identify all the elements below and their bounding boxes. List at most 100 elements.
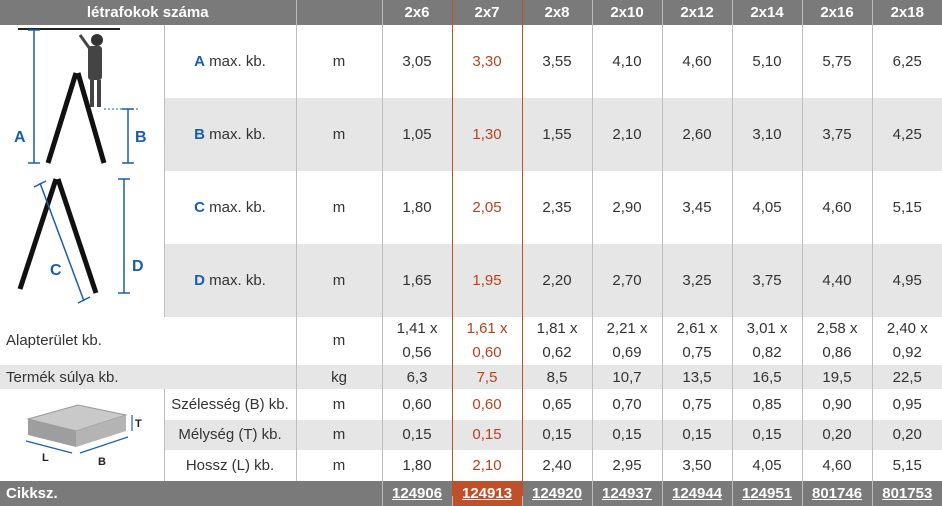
value-cell: 0,15 — [662, 419, 733, 451]
value-cell: 1,55 — [522, 98, 593, 171]
value-cell: 22,5 — [892, 368, 922, 386]
value-cell: 2,10 — [592, 98, 663, 171]
value-cell: 5,15 — [892, 199, 922, 216]
article-code-link[interactable]: 124913 — [452, 481, 523, 506]
letter-t: T — [135, 418, 142, 430]
value-cell: 2,05 — [452, 171, 523, 244]
value-cell: 4,05 — [732, 171, 803, 244]
value-cell: 1,65 — [382, 244, 453, 317]
col-head: 2x14 — [732, 0, 803, 25]
value-cell: 3,30 — [452, 25, 523, 98]
value-cell: 4,25 — [892, 126, 922, 143]
value-cell: 5,75 — [802, 25, 873, 98]
article-code-link[interactable]: 801746 — [802, 481, 873, 506]
value-cell: 8,5 — [522, 365, 593, 389]
value-cell: 0,85 — [732, 389, 803, 420]
value-cell: 2,58 x 0,86 — [802, 317, 873, 365]
letter-l: L — [42, 452, 49, 464]
length-label: Hossz (L) kb. — [164, 450, 297, 481]
value-cell: 0,15 — [382, 419, 453, 451]
value-cell: 0,60 — [452, 389, 523, 420]
unit-cell: m — [296, 317, 383, 365]
value-cell: 6,3 — [382, 365, 453, 389]
unit-cell: m — [296, 244, 383, 317]
value-cell: 0,15 — [732, 419, 803, 451]
value-cell: 1,80 — [382, 450, 453, 481]
width-label: Szélesség (B) kb. — [164, 389, 297, 420]
value-cell: 4,10 — [592, 25, 663, 98]
value-cell: 3,25 — [662, 244, 733, 317]
article-code-link[interactable]: 124937 — [592, 481, 663, 506]
value-cell: 0,15 — [592, 419, 663, 451]
col-head: 2x16 — [802, 0, 873, 25]
value-cell: 2,40 — [522, 450, 593, 481]
ladder-cd-diagram: C D — [0, 171, 165, 317]
col-head: 2x8 — [522, 0, 593, 25]
value-cell: 1,81 x 0,62 — [522, 317, 593, 365]
value-cell: 13,5 — [662, 365, 733, 389]
article-code-link[interactable]: 124906 — [382, 481, 453, 506]
unit-cell: m — [296, 171, 383, 244]
value-cell: 1,05 — [382, 98, 453, 171]
package-box-icon: T L B — [25, 404, 142, 468]
value-cell: 1,95 — [452, 244, 523, 317]
value-cell: 2,60 — [662, 98, 733, 171]
value-cell: 0,60 — [382, 389, 453, 420]
article-code-link[interactable]: 124944 — [662, 481, 733, 506]
value-cell: 4,60 — [802, 450, 873, 481]
value-cell: 16,5 — [732, 365, 803, 389]
ladder-ab-diagram: A B — [0, 25, 165, 171]
value-cell: 3,01 x 0,82 — [732, 317, 803, 365]
footer-row: Cikksz. 124906 124913 124920 124937 1249… — [0, 481, 942, 506]
value-cell: 4,40 — [802, 244, 873, 317]
value-cell: 4,60 — [802, 171, 873, 244]
value-cell: 4,60 — [662, 25, 733, 98]
row-b-label: B max. kb. — [164, 98, 297, 171]
value-cell: 6,25 — [892, 53, 922, 70]
ladder-open-icon: A B — [14, 28, 147, 164]
article-code-link[interactable]: 124951 — [732, 481, 803, 506]
value-cell: 0,90 — [802, 389, 873, 420]
value-cell: 3,10 — [732, 98, 803, 171]
article-code-link[interactable]: 801753 — [872, 481, 942, 506]
letter-a: A — [14, 129, 26, 146]
value-cell: 7,5 — [452, 365, 523, 389]
value-cell: 2,40 x 0,92 — [886, 320, 928, 361]
col-head: 2x7 — [452, 0, 523, 25]
width-row: T L B Szélesség (B) kb. m 0,60 0,60 0,65… — [0, 389, 942, 481]
row-a: A B A max. kb. m 3,05 3,30 3,55 — [0, 25, 942, 171]
value-cell: 1,41 x 0,56 — [382, 317, 453, 365]
footer-label: Cikksz. — [0, 481, 383, 506]
letter-box-b: B — [98, 456, 106, 468]
value-cell: 2,95 — [592, 450, 663, 481]
col-head: 2x18 — [872, 0, 942, 25]
value-cell: 2,20 — [522, 244, 593, 317]
weight-label: Termék súlya kb. — [0, 365, 297, 389]
unit-cell: m — [296, 450, 383, 481]
col-head: 2x6 — [382, 0, 453, 25]
value-cell: 0,65 — [522, 389, 593, 420]
unit-cell: m — [296, 419, 383, 451]
value-cell: 19,5 — [802, 365, 873, 389]
value-cell: 3,45 — [662, 171, 733, 244]
value-cell: 1,80 — [382, 171, 453, 244]
value-cell: 0,20 — [802, 419, 873, 451]
row-c: C D C max. kb. m 1,80 2,05 2,35 2,90 3,4… — [0, 171, 942, 317]
value-cell: 2,10 — [452, 450, 523, 481]
header-unit — [296, 0, 383, 25]
letter-b: B — [135, 129, 147, 146]
value-cell: 5,15 — [892, 457, 922, 475]
unit-cell: kg — [296, 365, 383, 389]
header-title: létrafokok száma — [0, 0, 297, 25]
unit-cell: m — [296, 389, 383, 420]
value-cell: 3,75 — [802, 98, 873, 171]
value-cell: 2,70 — [592, 244, 663, 317]
value-cell: 5,10 — [732, 25, 803, 98]
value-cell: 0,75 — [662, 389, 733, 420]
weight-row: Termék súlya kb. kg 6,3 7,5 8,5 10,7 13,… — [0, 365, 942, 389]
article-code-link[interactable]: 124920 — [522, 481, 593, 506]
value-cell: 0,15 — [522, 419, 593, 451]
value-cell: 10,7 — [592, 365, 663, 389]
value-cell: 2,35 — [522, 171, 593, 244]
